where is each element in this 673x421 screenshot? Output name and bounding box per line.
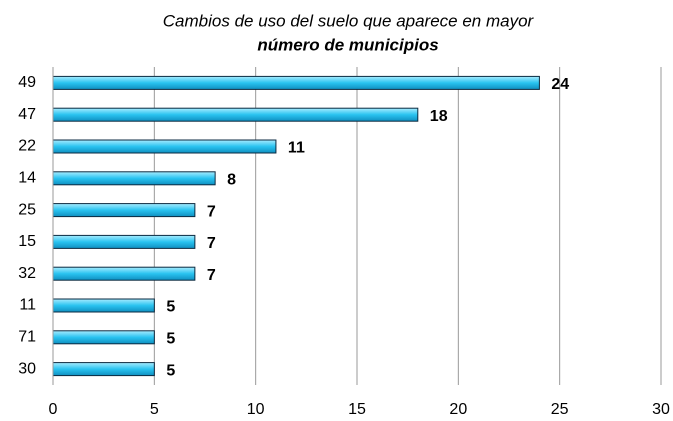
value-label: 18 (430, 108, 448, 125)
bar (52, 330, 155, 345)
x-tick-label: 25 (551, 401, 569, 418)
bar (52, 171, 216, 186)
y-tick-label: 15 (18, 233, 36, 250)
bar (52, 298, 155, 313)
value-label: 5 (166, 299, 175, 316)
value-label: 7 (207, 203, 216, 220)
x-tick-label: 20 (449, 401, 467, 418)
y-tick-label: 49 (18, 74, 36, 91)
y-tick-label: 71 (18, 329, 36, 346)
value-label: 24 (551, 76, 569, 93)
bar (52, 139, 277, 154)
y-tick-label: 25 (18, 201, 36, 218)
value-label: 8 (227, 172, 236, 189)
x-tick-label: 0 (49, 401, 58, 418)
chart-title: Cambios de uso del suelo que aparece en … (163, 11, 535, 30)
bar (52, 362, 155, 377)
value-label: 7 (207, 267, 216, 284)
x-tick-label: 10 (247, 401, 265, 418)
value-label: 5 (166, 362, 175, 379)
bar (52, 75, 540, 90)
y-tick-label: 22 (18, 138, 36, 155)
y-tick-label: 47 (18, 106, 36, 123)
bar (52, 234, 196, 249)
value-label: 7 (207, 235, 216, 252)
y-tick-label: 30 (18, 360, 36, 377)
y-tick-label: 14 (18, 170, 36, 187)
x-tick-label: 30 (652, 401, 670, 418)
x-tick-label: 5 (150, 401, 159, 418)
value-label: 5 (166, 331, 175, 348)
value-label: 11 (288, 140, 305, 157)
y-tick-label: 32 (18, 265, 36, 282)
bar (52, 203, 196, 218)
y-tick-label: 11 (19, 297, 36, 314)
bar (52, 107, 419, 122)
bar (52, 266, 196, 281)
chart-title: número de municipios (257, 35, 438, 54)
x-tick-label: 15 (348, 401, 366, 418)
